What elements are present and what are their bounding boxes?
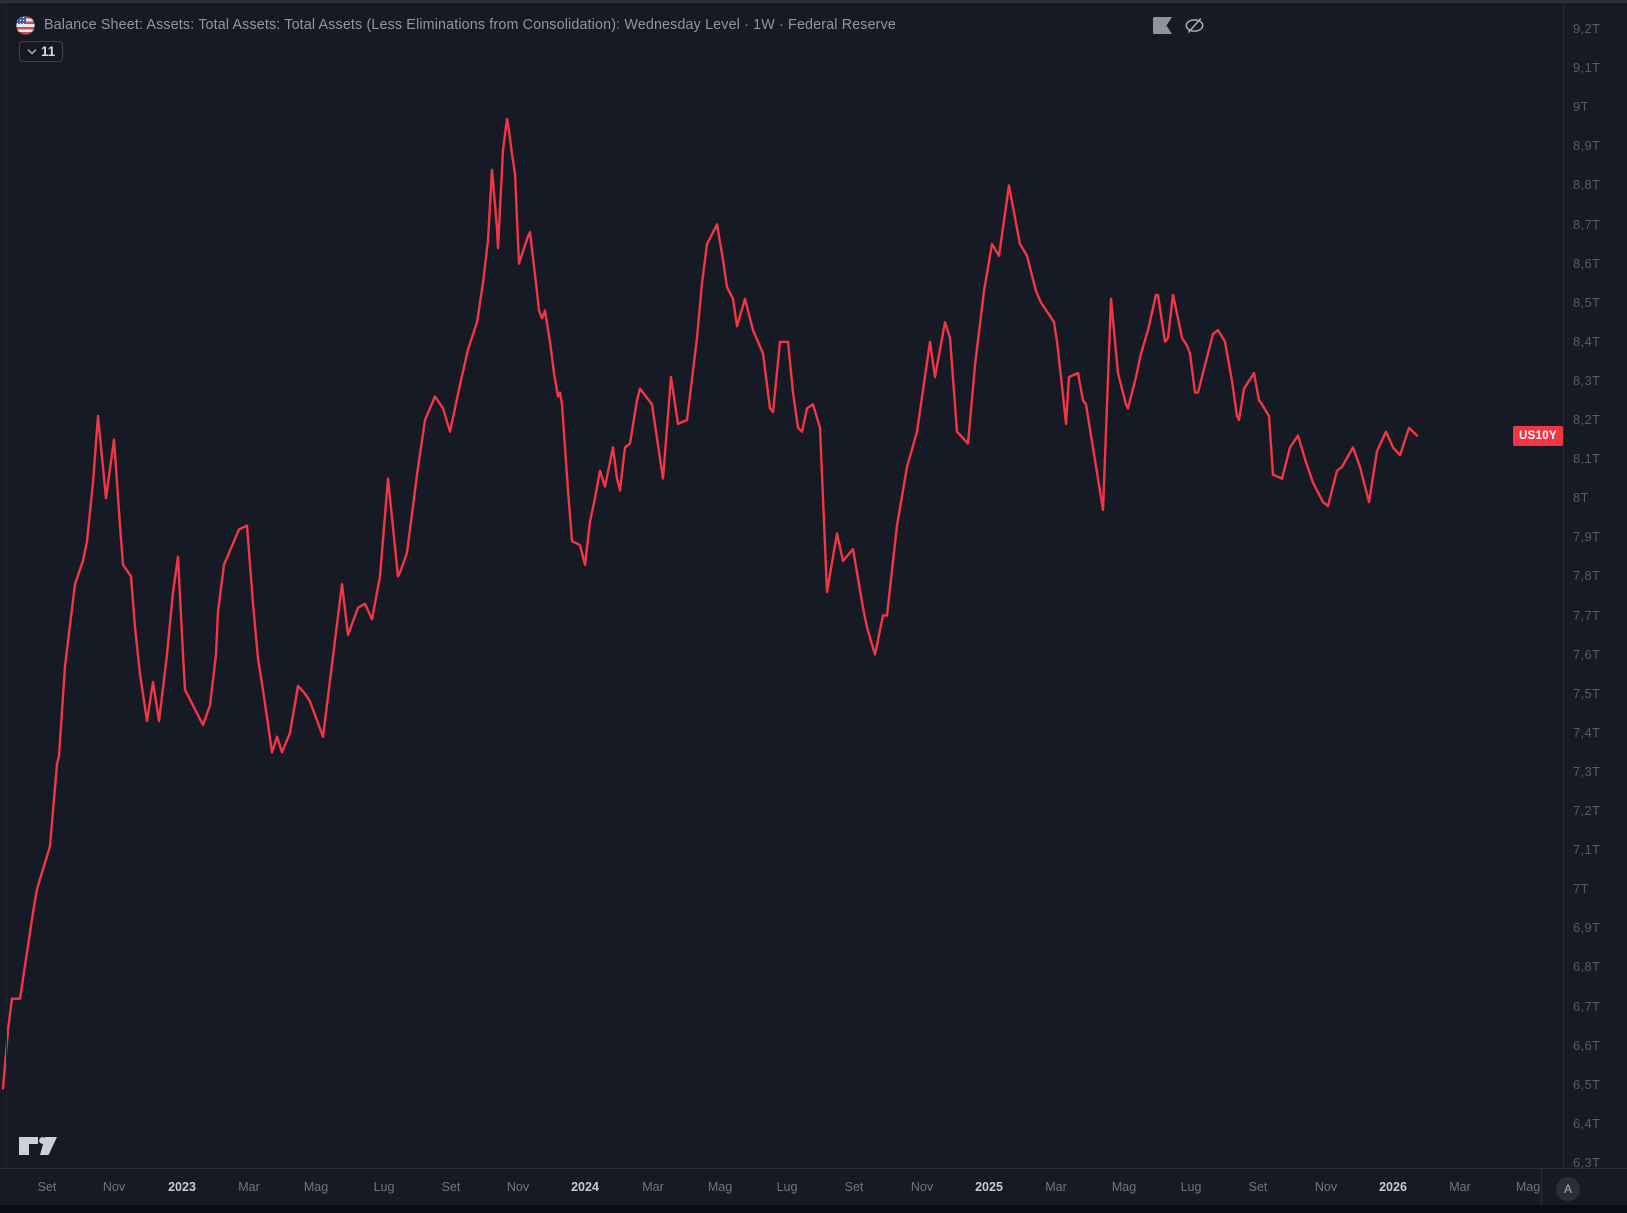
time-tick-month: Nov bbox=[102, 1180, 126, 1194]
time-tick-month: Lug bbox=[776, 1180, 798, 1194]
window-bottom-border bbox=[0, 1205, 1627, 1213]
chart-pane[interactable] bbox=[0, 0, 1563, 1205]
price-tick: 6,5T bbox=[1573, 1076, 1601, 1092]
time-axis-border bbox=[0, 1168, 1627, 1169]
flag-marker-icon[interactable] bbox=[1152, 16, 1173, 35]
price-tick: 7,6T bbox=[1573, 646, 1601, 662]
time-tick-month: Mag bbox=[707, 1180, 733, 1194]
time-tick-month: Mag bbox=[1111, 1180, 1137, 1194]
time-tick-month: Mag bbox=[303, 1180, 329, 1194]
price-line-path bbox=[1, 117, 1419, 1090]
price-tick: 7,4T bbox=[1573, 724, 1601, 740]
time-tick-month: Mar bbox=[238, 1180, 260, 1194]
price-tick: 8T bbox=[1573, 490, 1589, 506]
price-tick: 7,2T bbox=[1573, 803, 1601, 818]
last-value-badge: US10Y bbox=[1513, 425, 1563, 446]
price-tick: 8,1T bbox=[1573, 451, 1601, 467]
price-tick: 7,3T bbox=[1573, 763, 1601, 779]
time-tick-month: Lug bbox=[373, 1180, 395, 1194]
time-tick-month: Set bbox=[1248, 1180, 1268, 1194]
price-axis-border bbox=[1563, 3, 1564, 1168]
window-top-border bbox=[0, 0, 1627, 3]
price-tick: 9,2T bbox=[1573, 21, 1601, 36]
price-tick: 6,4T bbox=[1573, 1115, 1601, 1131]
legend-count-label: 11 bbox=[41, 44, 56, 59]
time-tick-month: Mar bbox=[1045, 1180, 1067, 1194]
time-tick-month: Set bbox=[844, 1180, 864, 1194]
price-tick: 6,9T bbox=[1573, 920, 1601, 936]
time-tick-month: Set bbox=[441, 1180, 461, 1194]
us-flag-icon bbox=[16, 15, 35, 35]
price-tick: 6,7T bbox=[1573, 998, 1601, 1014]
time-tick-month: Mar bbox=[1449, 1180, 1471, 1194]
price-tick: 8,4T bbox=[1573, 333, 1601, 349]
price-tick: 7,7T bbox=[1573, 607, 1601, 623]
time-tick-month: Mag bbox=[1515, 1180, 1541, 1194]
time-tick-year: 2024 bbox=[571, 1180, 599, 1194]
time-tick-year: 2025 bbox=[975, 1180, 1003, 1194]
series-legend[interactable]: Balance Sheet: Assets: Total Assets: Tot… bbox=[16, 12, 896, 38]
price-tick: 7,8T bbox=[1573, 568, 1601, 584]
price-tick: 8,5T bbox=[1573, 294, 1601, 310]
price-tick: 6,8T bbox=[1573, 959, 1601, 975]
price-tick: 8,8T bbox=[1573, 177, 1601, 193]
time-tick-month: Mar bbox=[642, 1180, 664, 1194]
price-tick: 8,9T bbox=[1573, 138, 1601, 154]
price-scale[interactable]: 9,2T 9,1T 9T 8,9T 8,8T 8,7T 8,6T 8,5T 8,4T 8,3T 8,… bbox=[1564, 3, 1627, 1170]
time-scale[interactable]: Set Nov 2023 Mar Mag Lug Set Nov 2024 Mar Mag Lug Se… bbox=[0, 1169, 1541, 1205]
time-tick-month: Nov bbox=[506, 1180, 530, 1194]
time-tick-month: Set bbox=[37, 1180, 57, 1194]
price-tick: 7,5T bbox=[1573, 685, 1601, 701]
price-tick: 8,2T bbox=[1573, 412, 1601, 427]
autoscale-button[interactable]: A bbox=[1556, 1177, 1580, 1201]
price-tick: 6,3T bbox=[1573, 1154, 1601, 1170]
eye-slash-icon[interactable] bbox=[1184, 15, 1205, 36]
pane-left-border bbox=[6, 3, 7, 1168]
price-tick: 8,7T bbox=[1573, 216, 1601, 232]
chevron-down-icon bbox=[27, 48, 37, 55]
price-tick: 7T bbox=[1573, 881, 1589, 897]
series-title[interactable]: Balance Sheet: Assets: Total Assets: Tot… bbox=[44, 17, 896, 33]
price-tick: 9T bbox=[1573, 99, 1589, 115]
autoscale-label: A bbox=[1563, 1182, 1572, 1196]
price-tick: 7,9T bbox=[1573, 529, 1601, 545]
time-tick-month: Nov bbox=[1314, 1180, 1338, 1194]
price-tick: 6,6T bbox=[1573, 1037, 1601, 1053]
price-tick: 9,1T bbox=[1573, 60, 1601, 76]
legend-collapse-button[interactable]: 11 bbox=[19, 41, 64, 62]
price-tick: 7,1T bbox=[1573, 842, 1601, 858]
tradingview-logo[interactable] bbox=[14, 1131, 62, 1161]
time-tick-year: 2026 bbox=[1379, 1180, 1407, 1194]
price-tick: 8,6T bbox=[1573, 255, 1601, 271]
time-tick-year: 2023 bbox=[168, 1180, 196, 1194]
last-value-badge-label: US10Y bbox=[1519, 429, 1557, 442]
axis-corner-border bbox=[1541, 1168, 1542, 1205]
time-tick-month: Lug bbox=[1180, 1180, 1202, 1194]
price-tick: 8,3T bbox=[1573, 372, 1601, 388]
time-tick-month: Nov bbox=[910, 1180, 934, 1194]
